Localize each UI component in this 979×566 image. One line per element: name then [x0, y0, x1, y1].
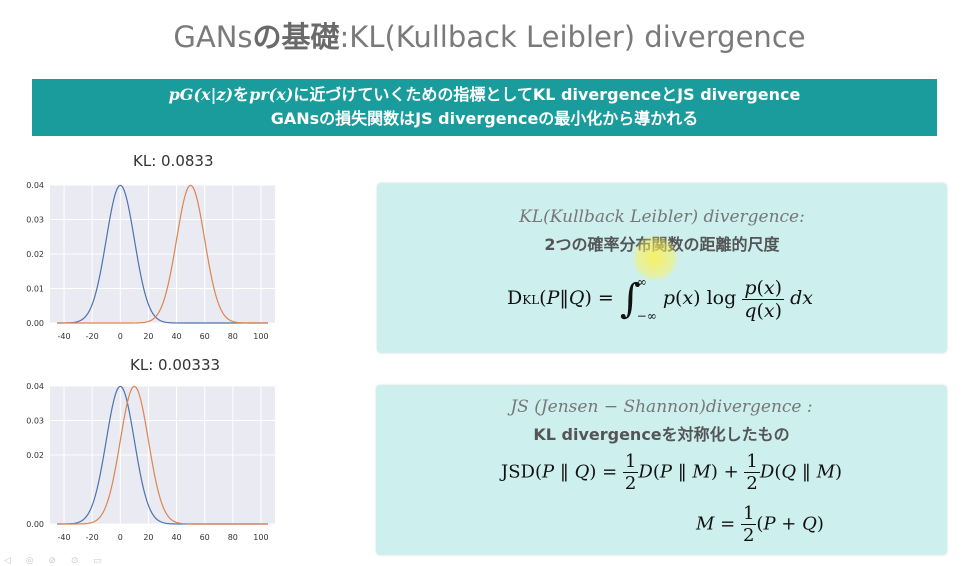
x-tick-label: 100: [253, 332, 268, 341]
y-tick-label: 0.03: [26, 417, 44, 426]
x-tick-label: 80: [228, 533, 238, 542]
y-tick-label: 0.04: [26, 382, 44, 391]
x-tick-label: 100: [253, 533, 268, 542]
banner-text-a: を: [233, 85, 250, 104]
y-tick-label: 0.03: [26, 216, 44, 225]
js-subheading: KL divergenceを対称化したもの: [533, 425, 790, 444]
x-tick-label: 40: [171, 533, 181, 542]
x-tick-label: 0: [118, 533, 123, 542]
kl-heading: KL(Kullback Leibler) divergence:: [519, 207, 805, 227]
title-suffix: :KL(Kullback Leibler) divergence: [339, 20, 806, 54]
summary-banner: pG(x|z)をpr(x)に近づけていくための指標としてKL divergenc…: [32, 79, 937, 136]
jsd-formula: JSD(P ‖ Q) = 1 2 D(P ‖ M) + 1 2 D(Q ‖ M): [501, 451, 843, 494]
banner-line-2: GANsの損失関数はJS divergenceの最小化から導かれる: [270, 109, 699, 128]
banner-math-pg: pG(x|z): [168, 85, 234, 104]
banner-math-pr: pr(x): [249, 85, 294, 104]
series-2-line: [57, 184, 268, 324]
y-tick-label: 0.04: [26, 181, 44, 190]
js-divergence-panel: JS (Jensen − Shannon)divergence : KL div…: [376, 385, 947, 555]
y-tick-label: 0.00: [26, 520, 44, 529]
x-tick-label: 20: [143, 332, 153, 341]
x-tick-label: 60: [200, 332, 210, 341]
x-tick-label: 20: [143, 533, 153, 542]
x-tick-label: -40: [58, 533, 71, 542]
y-tick-label: 0.02: [26, 451, 44, 460]
chart-1-title: KL: 0.0833: [133, 152, 214, 170]
player-controls[interactable]: ◁ ◎ ⊘ ⊙ ▭: [4, 556, 108, 566]
series-2-line: [57, 385, 268, 525]
x-tick-label: -40: [58, 332, 71, 341]
x-tick-label: 60: [200, 533, 210, 542]
title-jp: の基礎: [252, 20, 340, 54]
slide-title: GANsの基礎:KL(Kullback Leibler) divergence: [0, 14, 979, 56]
banner-text-b: に近づけていくための指標としてKL divergenceとJS divergen…: [293, 85, 801, 104]
x-tick-label: 80: [228, 332, 238, 341]
chart-1: -40 -20 0 20 40 60 80 100 0.00 0.01 0.02 0.03 0.04: [26, 181, 275, 341]
pointer-highlight: [632, 235, 678, 281]
series-1-line: [57, 184, 268, 324]
banner-line-1: pG(x|z)をpr(x)に近づけていくための指標としてKL divergenc…: [32, 83, 937, 107]
title-prefix: GANs: [173, 20, 253, 54]
x-tick-label: -20: [86, 533, 99, 542]
m-formula: M = 1 2 (P + Q): [696, 503, 824, 546]
js-heading: JS (Jensen − Shannon)divergence :: [510, 397, 813, 417]
y-tick-label: 0.02: [26, 250, 44, 259]
x-tick-label: 0: [118, 332, 123, 341]
y-tick-label: 0.00: [26, 319, 44, 328]
x-tick-label: 40: [171, 332, 181, 341]
y-tick-label: 0.01: [26, 285, 44, 294]
chart-2: -40 -20 0 20 40 60 80 100 0.00 0.02 0.03 0.04: [26, 382, 275, 542]
kl-formula: DKL(P‖Q) = ∫ ∞ −∞ p(x) log p(x) q(x) dx: [507, 275, 813, 323]
x-tick-label: -20: [86, 332, 99, 341]
chart-2-title: KL: 0.00333: [130, 356, 221, 374]
